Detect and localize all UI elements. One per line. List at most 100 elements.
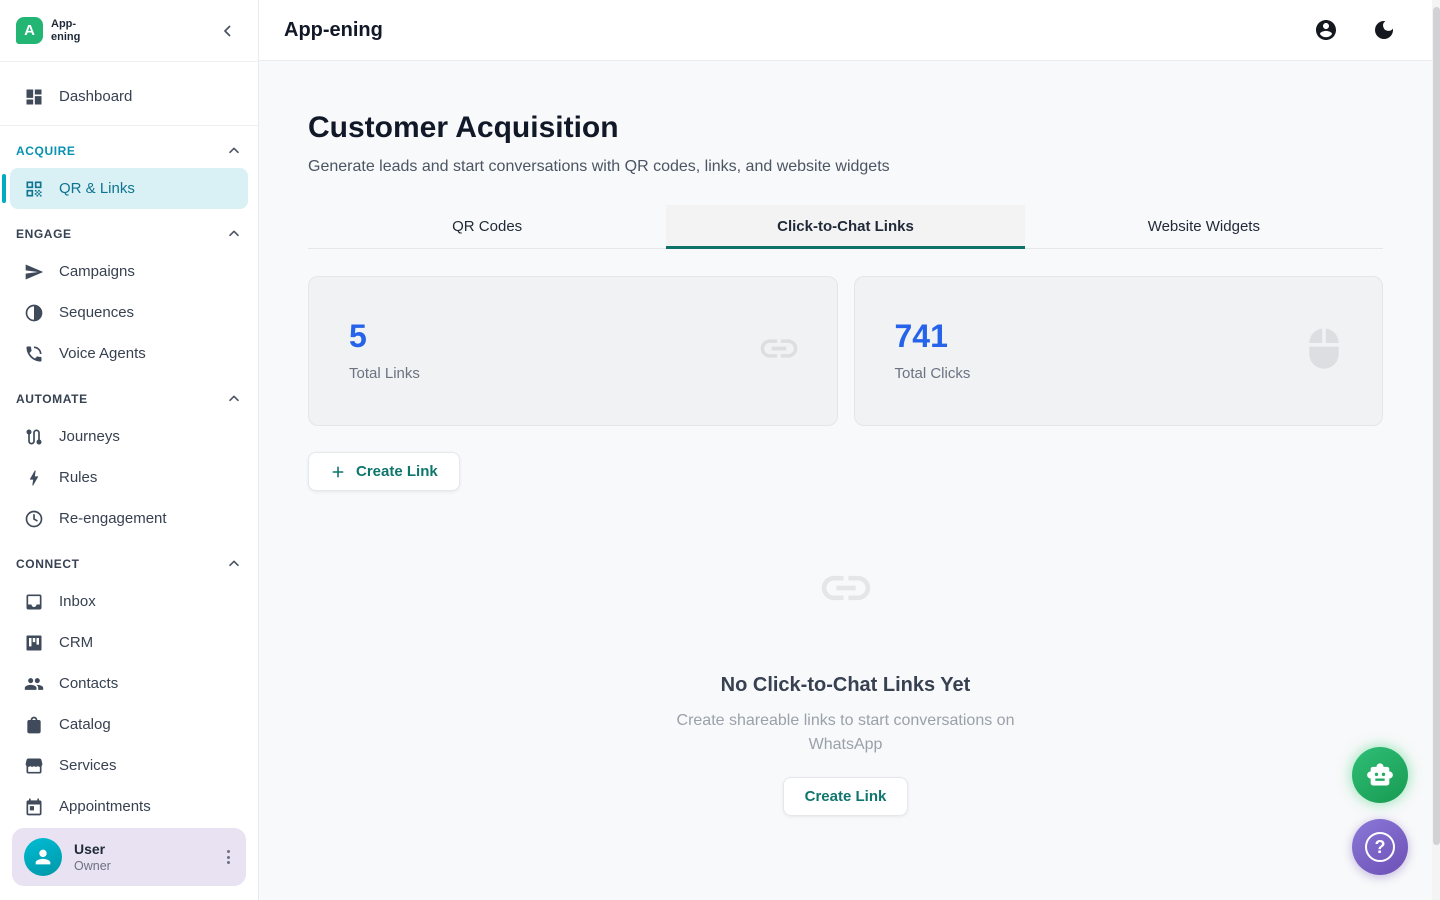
sidebar-item-catalog[interactable]: Catalog bbox=[10, 704, 248, 745]
calendar-icon bbox=[26, 798, 42, 815]
dark-mode-toggle[interactable] bbox=[1370, 16, 1398, 44]
create-link-button[interactable]: Create Link bbox=[308, 452, 460, 491]
page-content: Customer Acquisition Generate leads and … bbox=[259, 61, 1440, 900]
empty-state-subtitle: Create shareable links to start conversa… bbox=[676, 712, 1015, 753]
empty-create-link-button[interactable]: Create Link bbox=[782, 777, 909, 816]
storefront-icon bbox=[25, 758, 43, 773]
stat-value: 741 bbox=[894, 318, 948, 354]
create-link-label: Create Link bbox=[356, 463, 438, 480]
chevron-up-icon bbox=[229, 147, 239, 154]
app-logo-text: App-ening bbox=[51, 18, 81, 43]
sidebar-item-label: Inbox bbox=[59, 593, 96, 610]
sidebar-item-voice-agents[interactable]: Voice Agents bbox=[10, 333, 248, 374]
half-circle-icon bbox=[25, 304, 43, 321]
mouse-icon bbox=[1302, 327, 1346, 376]
user-menu-kebab-icon[interactable] bbox=[223, 846, 234, 868]
tab-website-widgets[interactable]: Website Widgets bbox=[1025, 205, 1383, 248]
page-subtitle: Generate leads and start conversations w… bbox=[308, 158, 890, 175]
kanban-icon bbox=[26, 635, 42, 650]
tab-qr-codes[interactable]: QR Codes bbox=[308, 205, 666, 248]
robot-icon bbox=[1367, 763, 1393, 786]
empty-state: No Click-to-Chat Links Yet Create sharea… bbox=[308, 559, 1383, 816]
shopping-bag-icon bbox=[27, 716, 41, 733]
link-icon bbox=[817, 559, 875, 622]
qr-code-icon bbox=[26, 181, 42, 196]
app-title: App-ening bbox=[284, 18, 383, 41]
account-button[interactable] bbox=[1312, 16, 1340, 44]
stat-card-total-links: 5 Total Links bbox=[308, 276, 838, 426]
user-card[interactable]: User Owner bbox=[12, 828, 246, 886]
tabs: QR Codes Click-to-Chat Links Website Wid… bbox=[308, 205, 1383, 249]
send-icon bbox=[25, 264, 44, 279]
sidebar-item-journeys[interactable]: Journeys bbox=[10, 416, 248, 457]
sidebar-section-connect[interactable]: CONNECT bbox=[10, 539, 248, 581]
sidebar-item-qr-links[interactable]: QR & Links bbox=[2, 168, 248, 209]
sidebar-item-label: Catalog bbox=[59, 716, 111, 733]
inbox-icon bbox=[26, 594, 42, 609]
sidebar-section-automate[interactable]: AUTOMATE bbox=[10, 374, 248, 416]
main-area: App-ening Customer Acquisition Generate … bbox=[259, 0, 1440, 900]
user-avatar bbox=[24, 838, 62, 876]
question-mark-icon: ? bbox=[1365, 832, 1395, 862]
clock-icon bbox=[25, 510, 43, 527]
sidebar-item-inbox[interactable]: Inbox bbox=[10, 581, 248, 622]
empty-state-title: No Click-to-Chat Links Yet bbox=[720, 674, 971, 696]
sidebar-header: A App-ening bbox=[0, 0, 258, 62]
sidebar-item-label: Campaigns bbox=[59, 263, 135, 280]
sidebar-item-label: Voice Agents bbox=[59, 345, 146, 362]
sidebar-item-label: Dashboard bbox=[59, 88, 133, 105]
account-circle-icon bbox=[1316, 20, 1336, 40]
sidebar-item-re-engagement[interactable]: Re-engagement bbox=[10, 498, 248, 539]
tab-label: Click-to-Chat Links bbox=[777, 218, 914, 235]
top-bar: App-ening bbox=[259, 0, 1440, 61]
create-link-label: Create Link bbox=[804, 788, 887, 805]
plus-icon bbox=[332, 466, 344, 477]
scrollbar-thumb[interactable] bbox=[1432, 7, 1440, 845]
user-name: User bbox=[74, 841, 106, 857]
chatbot-fab-button[interactable] bbox=[1352, 747, 1408, 803]
stat-cards: 5 Total Links 741 Total Clicks bbox=[308, 276, 1383, 426]
sidebar-item-contacts[interactable]: Contacts bbox=[10, 663, 248, 704]
chevron-up-icon bbox=[229, 230, 239, 237]
person-icon bbox=[35, 849, 51, 865]
section-label: AUTOMATE bbox=[16, 392, 88, 406]
link-icon bbox=[757, 327, 801, 376]
phone-in-talk-icon bbox=[26, 346, 42, 361]
section-label: ENGAGE bbox=[16, 227, 72, 241]
sidebar-item-label: Rules bbox=[59, 469, 98, 486]
sidebar-item-sequences[interactable]: Sequences bbox=[10, 292, 248, 333]
sidebar-section-engage[interactable]: ENGAGE bbox=[10, 209, 248, 251]
sidebar-item-label: Services bbox=[59, 757, 117, 774]
stat-card-total-clicks: 741 Total Clicks bbox=[853, 276, 1383, 426]
dashboard-icon bbox=[26, 89, 42, 104]
sidebar-section-acquire[interactable]: ACQUIRE bbox=[10, 126, 248, 168]
app-logo[interactable]: A App-ening bbox=[16, 17, 87, 44]
chevron-up-icon bbox=[229, 395, 239, 402]
sidebar-item-dashboard[interactable]: Dashboard bbox=[10, 76, 248, 117]
people-icon bbox=[24, 677, 44, 690]
sidebar-item-appointments[interactable]: Appointments bbox=[10, 786, 248, 818]
help-fab-button[interactable]: ? bbox=[1352, 819, 1408, 875]
page-title: Customer Acquisition bbox=[308, 111, 619, 144]
tab-label: QR Codes bbox=[452, 218, 523, 235]
sidebar-item-services[interactable]: Services bbox=[10, 745, 248, 786]
sidebar-collapse-button[interactable] bbox=[214, 17, 242, 45]
stat-label: Total Clicks bbox=[894, 365, 971, 382]
sidebar-item-label: Re-engagement bbox=[59, 510, 167, 527]
scrollbar-track[interactable] bbox=[1432, 0, 1440, 900]
sidebar-item-label: Appointments bbox=[59, 798, 151, 815]
bolt-icon bbox=[29, 470, 39, 485]
sidebar-item-crm[interactable]: CRM bbox=[10, 622, 248, 663]
sidebar-item-campaigns[interactable]: Campaigns bbox=[10, 251, 248, 292]
sidebar-nav: Dashboard ACQUIRE QR & Links ENGAGE Camp… bbox=[0, 62, 258, 818]
sidebar-item-rules[interactable]: Rules bbox=[10, 457, 248, 498]
chevron-up-icon bbox=[229, 560, 239, 567]
topbar-actions bbox=[1312, 16, 1398, 44]
sidebar-item-label: CRM bbox=[59, 634, 94, 651]
sidebar-item-label: QR & Links bbox=[59, 180, 135, 197]
tab-click-to-chat-links[interactable]: Click-to-Chat Links bbox=[666, 205, 1025, 249]
divider bbox=[0, 125, 258, 126]
section-label: CONNECT bbox=[16, 557, 80, 571]
tab-label: Website Widgets bbox=[1147, 218, 1260, 235]
